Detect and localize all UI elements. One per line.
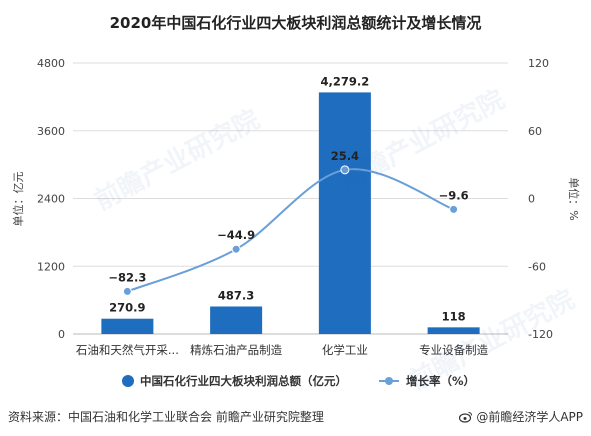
growth-point — [449, 204, 459, 214]
y-right-tick-label: 120 — [528, 57, 549, 70]
y-left-axis-label: 单位：亿元 — [11, 172, 25, 227]
y-right-tick-label: -60 — [528, 260, 546, 273]
x-tick-label: 化学工业 — [322, 343, 368, 357]
y-right-tick-label: -120 — [528, 328, 553, 341]
growth-point — [122, 286, 132, 296]
y-right-tick-label: 0 — [528, 193, 535, 206]
brand-credit: @前瞻经济学人APP — [459, 408, 583, 425]
y-right-tick-label: 60 — [528, 125, 542, 138]
bar — [210, 306, 263, 334]
bar-value-label: 4,279.2 — [321, 74, 370, 88]
bar — [427, 327, 480, 334]
brand-text: @前瞻经济学人APP — [476, 410, 583, 424]
y-left-tick-label: 1200 — [37, 260, 65, 273]
y-left-tick-label: 4800 — [37, 57, 65, 70]
bar-value-label: 270.9 — [109, 301, 145, 315]
growth-point — [231, 244, 241, 254]
growth-point — [340, 165, 350, 175]
y-right-axis-label: 单位：% — [567, 177, 581, 220]
bar-value-label: 118 — [442, 309, 466, 323]
growth-value-label: 25.4 — [331, 149, 359, 163]
legend-bar-label: 中国石化行业四大板块利润总额（亿元） — [140, 374, 347, 388]
y-left-tick-label: 3600 — [37, 125, 65, 138]
bar — [101, 318, 154, 334]
legend-line-label: 增长率（%） — [406, 374, 475, 388]
chart: 2020年中国石化行业四大板块利润总额统计及增长情况01200240036004… — [11, 14, 581, 388]
growth-value-label: −44.9 — [217, 228, 255, 242]
legend-line-marker — [385, 377, 393, 385]
x-tick-label: 石油和天然气开采... — [76, 343, 179, 357]
growth-value-label: −82.3 — [108, 270, 146, 284]
legend-bar-swatch — [122, 375, 134, 387]
x-tick-label: 专业设备制造 — [419, 343, 488, 357]
growth-line — [127, 168, 454, 293]
weibo-icon — [459, 411, 473, 423]
bar — [318, 92, 371, 334]
y-left-tick-label: 0 — [58, 328, 65, 341]
y-left-tick-label: 2400 — [37, 193, 65, 206]
bar-value-label: 487.3 — [218, 288, 254, 302]
x-tick-label: 精炼石油产品制造 — [190, 343, 282, 357]
growth-value-label: −9.6 — [439, 188, 469, 202]
source-note: 资料来源：中国石油和化学工业联合会 前瞻产业研究院整理 — [8, 410, 324, 424]
chart-title: 2020年中国石化行业四大板块利润总额统计及增长情况 — [110, 14, 482, 32]
